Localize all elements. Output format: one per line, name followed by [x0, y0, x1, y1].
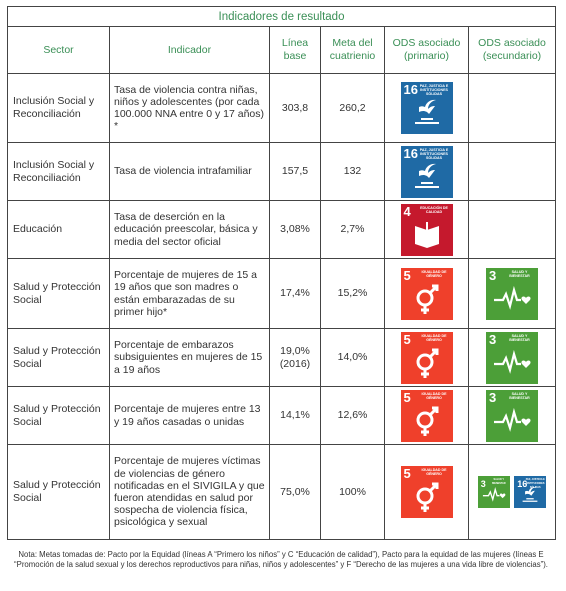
sdg-label: Igualdad de género	[421, 333, 447, 342]
sdg4-education-icon: 4 Educación de calidad	[400, 203, 453, 256]
sdg16-peace-icon: 16 Paz, justicia e instituciones sólidas	[400, 145, 453, 198]
sdg-label: Salud y bienestar	[509, 269, 530, 278]
goal-cell: 12,6%	[320, 386, 385, 445]
baseline-cell: 19,0% (2016)	[269, 328, 321, 387]
sdg3-health-icon: 3 Salud y bienestar	[486, 389, 538, 442]
sdg5-gender-equality-icon: 5 Igualdad de género	[400, 331, 453, 384]
sdg-number: 5	[403, 466, 411, 481]
indicator-cell: Porcentaje de mujeres víctimas de violen…	[109, 444, 270, 540]
sdg3-health-icon: 3 Salud y bienestar	[477, 476, 510, 508]
table-title: Indicadores de resultado	[6, 6, 557, 27]
table-row: Salud y Protección Social Porcentaje de …	[7, 328, 557, 387]
indicator-cell: Porcentaje de embarazos subsiguientes en…	[109, 328, 270, 387]
sdg3-health-icon: 3 Salud y bienestar	[486, 267, 538, 320]
baseline-cell: 303,8	[269, 73, 321, 143]
sdg16-peace-icon: 16 Paz, justicia e instituciones sólidas	[400, 82, 453, 134]
baseline-cell: 75,0%	[269, 444, 321, 540]
sdg-number: 3	[489, 331, 497, 347]
sector-cell: Inclusión Social y Reconciliación	[7, 73, 110, 143]
indicator-cell: Tasa de violencia intrafamiliar	[109, 142, 270, 201]
goal-cell: 15,2%	[320, 258, 385, 329]
sector-cell: Educación	[7, 200, 110, 259]
header-meta: Meta del cuatrienio	[320, 26, 385, 74]
sdg-label: Paz, justicia e instituciones sólidas	[525, 478, 545, 490]
table-row: Salud y Protección Social Porcentaje de …	[7, 386, 557, 445]
goal-cell: 14,0%	[320, 328, 385, 387]
goal-cell: 2,7%	[320, 200, 385, 259]
sdg-number: 16	[403, 145, 418, 161]
sdg-number: 5	[403, 331, 411, 347]
sdg-number: 3	[480, 479, 486, 489]
footnote: Nota: Metas tomadas de: Pacto por la Equ…	[14, 550, 548, 569]
goal-cell: 132	[320, 142, 385, 201]
table-row: Inclusión Social y Reconciliación Tasa d…	[7, 73, 557, 143]
indicator-cell: Porcentaje de mujeres entre 13 y 19 años…	[109, 386, 270, 445]
sdg-number: 4	[403, 203, 411, 219]
indicator-cell: Tasa de deserción en la educación preesc…	[109, 200, 270, 259]
sdg-label: Igualdad de género	[421, 391, 447, 400]
sdg-label: Igualdad de género	[421, 468, 447, 477]
sector-cell: Inclusión Social y Reconciliación	[7, 142, 110, 201]
sdg-number: 16	[517, 479, 528, 489]
table-row: Inclusión Social y Reconciliación Tasa d…	[7, 142, 557, 201]
sdg-number: 5	[403, 389, 411, 405]
sdg-label: Salud y bienestar	[509, 391, 530, 400]
indicator-cell: Tasa de violencia contra niñas, niños y …	[109, 73, 270, 143]
sdg-number: 3	[489, 267, 497, 283]
header-indicador: Indicador	[109, 26, 270, 74]
table-row: Educación Tasa de deserción en la educac…	[7, 200, 557, 259]
sdg-label: Salud y bienestar	[509, 333, 530, 342]
sector-cell: Salud y Protección Social	[7, 444, 110, 540]
goal-cell: 100%	[320, 444, 385, 540]
results-table-container: Indicadores de resultado Sector Indicado…	[6, 6, 557, 570]
sdg3-health-icon: 3 Salud y bienestar	[486, 331, 538, 384]
sector-cell: Salud y Protección Social	[7, 258, 110, 329]
header-sector: Sector	[7, 26, 110, 74]
baseline-cell: 17,4%	[269, 258, 321, 329]
sector-cell: Salud y Protección Social	[7, 386, 110, 445]
indicator-cell: Porcentaje de mujeres de 15 a 19 años qu…	[109, 258, 270, 329]
sdg-number: 16	[403, 82, 418, 97]
sdg-number: 5	[403, 267, 411, 283]
sdg-label: Paz, justicia e instituciones sólidas	[419, 84, 449, 97]
baseline-cell: 3,08%	[269, 200, 321, 259]
baseline-cell: 157,5	[269, 142, 321, 201]
table-row: Salud y Protección Social Porcentaje de …	[7, 258, 557, 329]
goal-cell: 260,2	[320, 73, 385, 143]
sdg-label: Igualdad de género	[421, 269, 447, 278]
sdg-label: Salud y bienestar	[491, 478, 506, 486]
sdg-label: Educación de calidad	[420, 205, 448, 214]
baseline-cell: 14,1%	[269, 386, 321, 445]
sdg5-gender-equality-icon: 5 Igualdad de género	[400, 389, 453, 442]
header-ods-primario: ODS asociado (primario)	[384, 26, 469, 74]
sdg-number: 3	[489, 389, 497, 405]
results-table: Indicadores de resultado Sector Indicado…	[6, 6, 557, 540]
table-row: Salud y Protección Social Porcentaje de …	[7, 444, 557, 540]
sdg5-gender-equality-icon: 5 Igualdad de género	[400, 267, 453, 320]
sector-cell: Salud y Protección Social	[7, 328, 110, 387]
header-linea-base: Línea base	[269, 26, 321, 74]
header-ods-secundario: ODS asociado (secundario)	[467, 26, 557, 74]
sdg-label: Paz, justicia e instituciones sólidas	[419, 147, 449, 160]
sdg16-peace-icon: 16 Paz, justicia e instituciones sólidas	[514, 476, 547, 508]
sdg5-gender-equality-icon: 5 Igualdad de género	[400, 466, 453, 518]
